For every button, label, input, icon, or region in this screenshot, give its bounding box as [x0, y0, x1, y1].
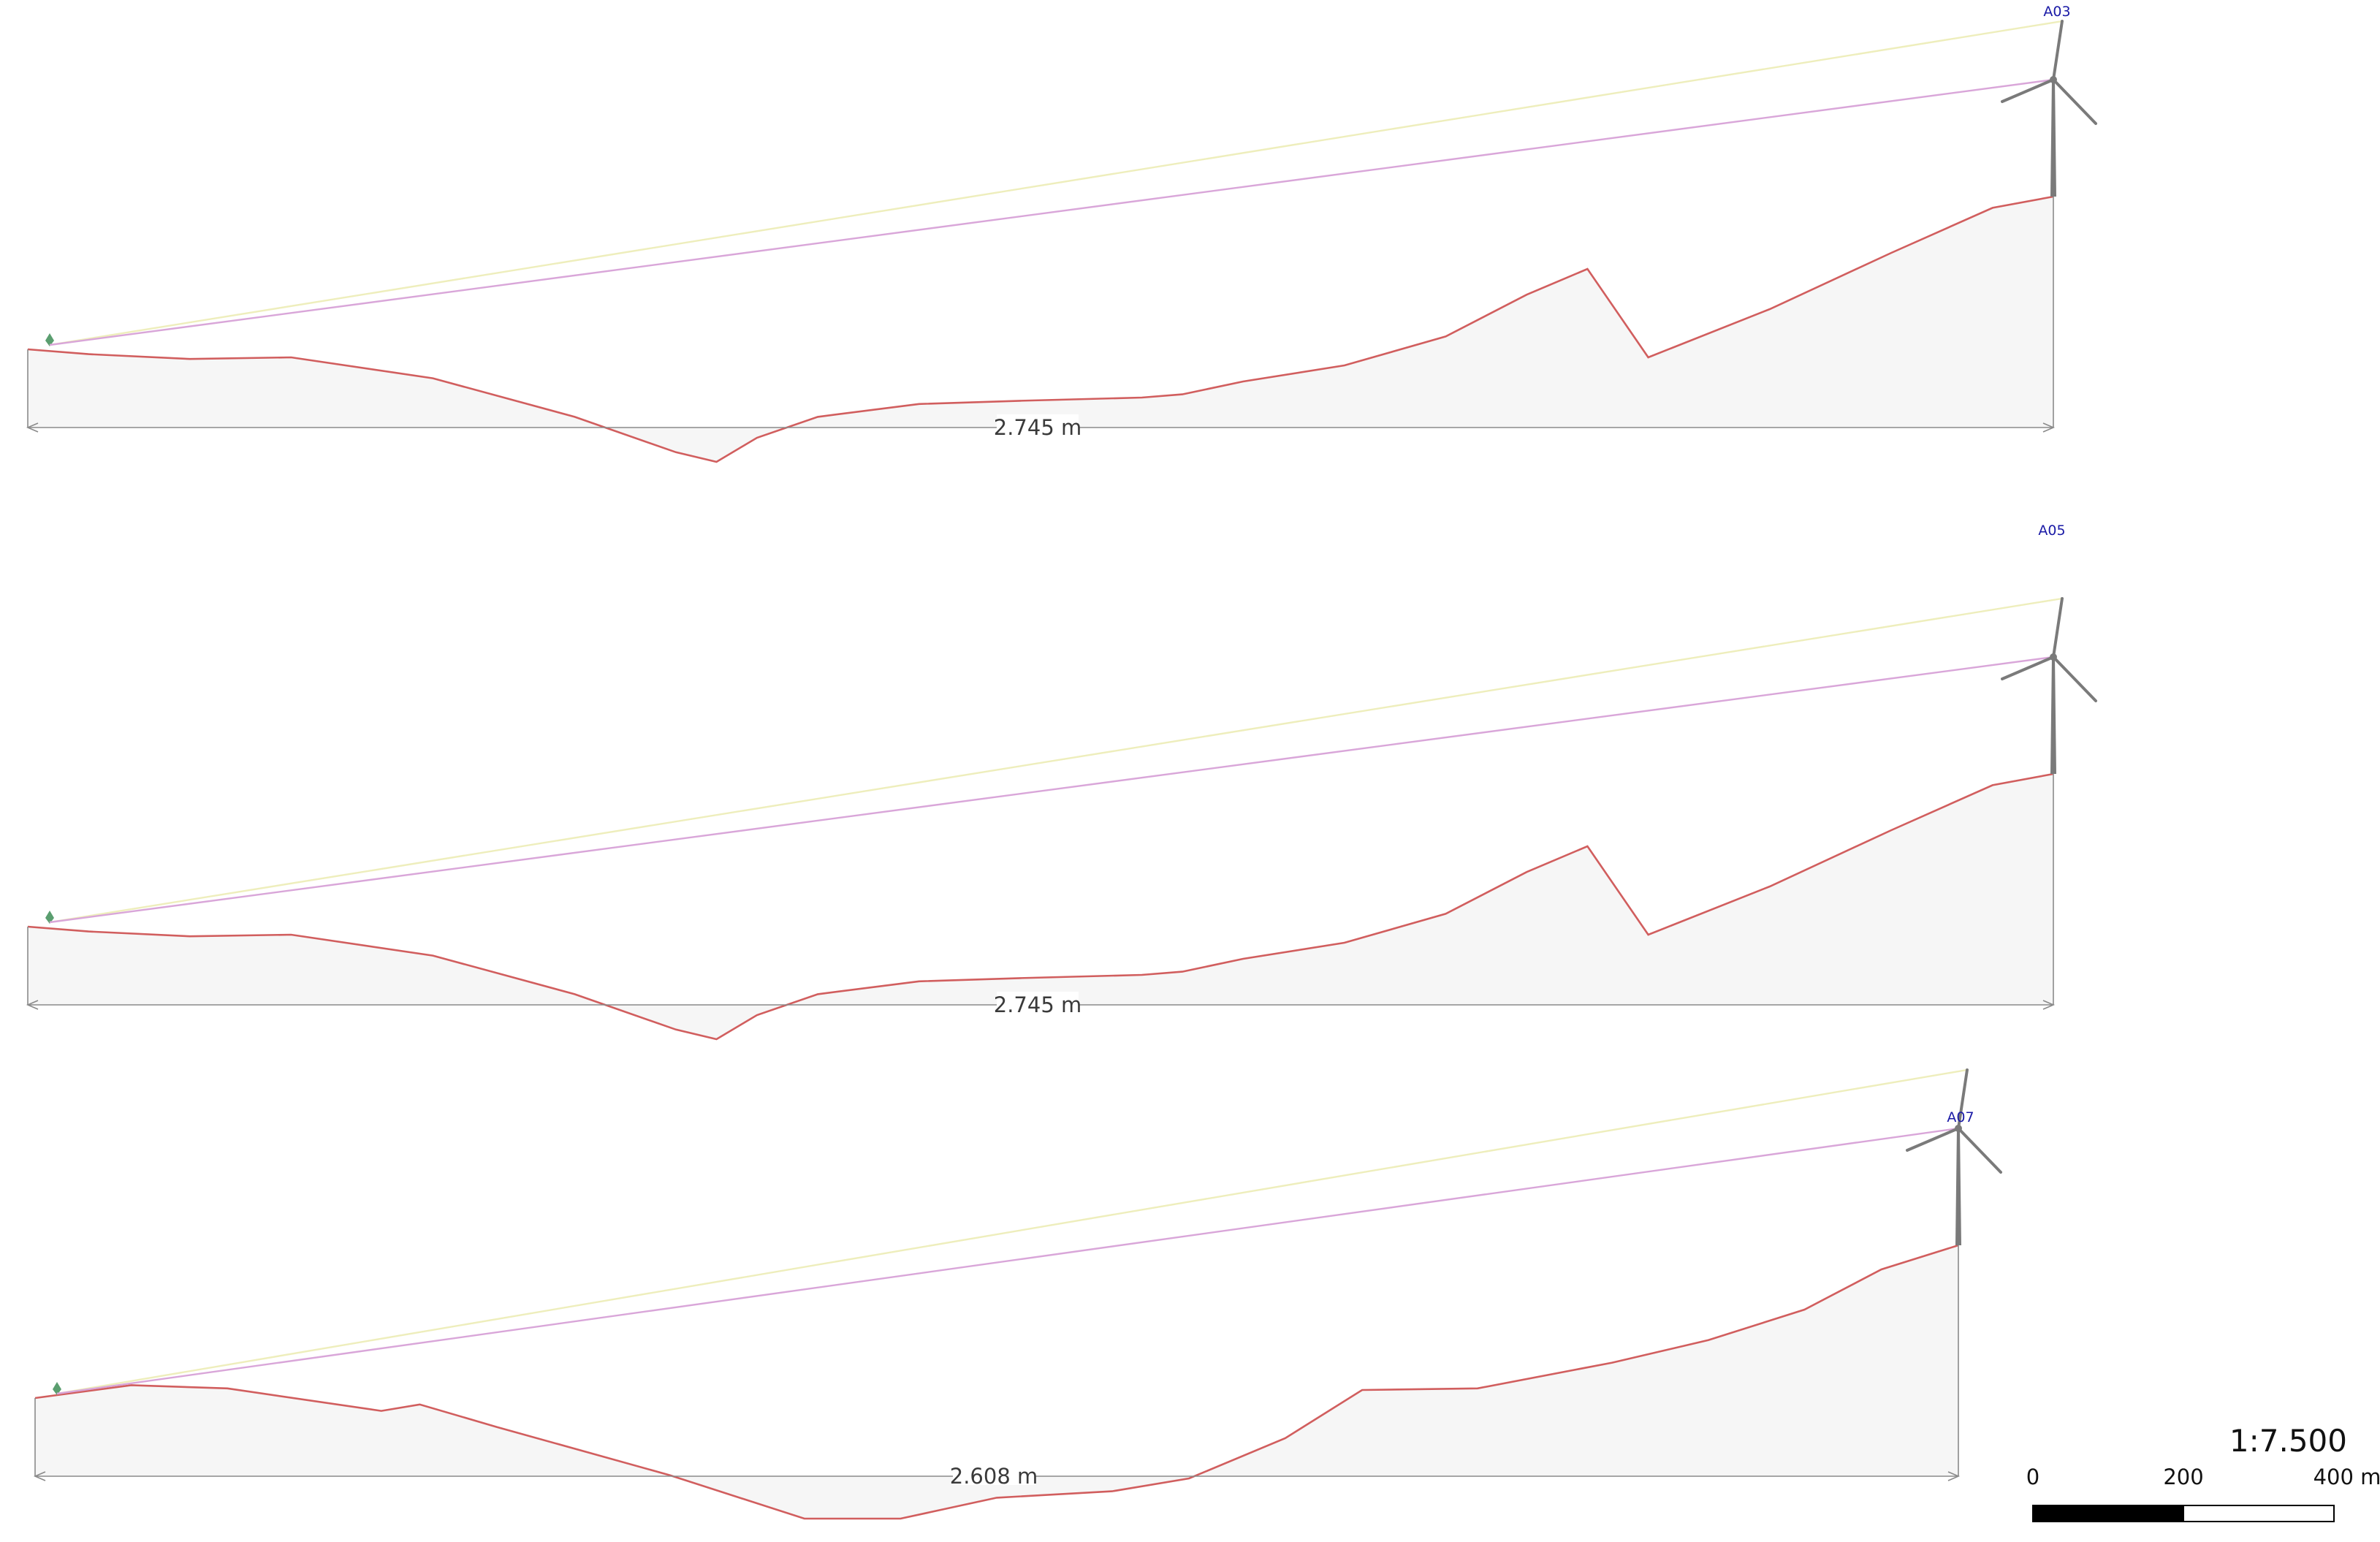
distance-label: 2.745 m — [994, 992, 1082, 1017]
distance-label: 2.608 m — [950, 1464, 1038, 1489]
observer-marker — [45, 333, 54, 346]
scale-segment-black — [2032, 1505, 2184, 1522]
turbine-blade — [2001, 78, 2055, 103]
scale-bar: 1:7.500 0 200 400 m — [2026, 1423, 2380, 1522]
turbine-blade — [2052, 20, 2064, 81]
sight-line-blade-tip — [49, 597, 2063, 924]
sight-line-blade-tip — [49, 20, 2063, 346]
observer-marker — [45, 911, 54, 924]
scale-segment-white — [2183, 1505, 2335, 1522]
distance-label-bg — [997, 992, 1079, 1014]
profile-panel: 2.608 m A07 — [33, 1068, 2002, 1520]
scale-tick-label: 0 — [2026, 1465, 2039, 1489]
turbine-blade — [1957, 1127, 2002, 1174]
turbine-blade — [2001, 656, 2055, 680]
turbine-tower — [1955, 1128, 1961, 1245]
dimension-arrow-right — [1947, 1471, 1961, 1481]
dimension-arrow-left — [26, 422, 39, 433]
turbine-blade — [2052, 656, 2097, 702]
profile-panel: 2.745 m A03 — [26, 4, 2097, 463]
turbine-blade — [1906, 1127, 1960, 1152]
dimension-arrow-right — [2042, 422, 2056, 433]
terrain-fill — [28, 774, 2053, 1039]
scale-ratio: 1:7.500 — [2229, 1423, 2347, 1459]
terrain-profile-line — [34, 1244, 1959, 1520]
observer-marker — [53, 1382, 61, 1395]
distance-label-bg — [997, 414, 1079, 436]
distance-label: 2.745 m — [994, 415, 1082, 440]
terrain-profile-line — [27, 195, 2054, 463]
dimension-arrow-right — [2042, 1000, 2056, 1010]
turbine-blade — [2052, 78, 2097, 125]
terrain-fill — [35, 1245, 1958, 1519]
distance-label-bg — [953, 1463, 1035, 1485]
turbine-hub — [1955, 1125, 1962, 1132]
turbine-label: A05 — [2038, 523, 2065, 539]
turbine-hub — [2050, 76, 2057, 83]
turbine-label: A07 — [1947, 1109, 1974, 1125]
turbine-hub — [2050, 653, 2057, 661]
turbine-blade — [1957, 1068, 1969, 1130]
dimension-arrow-left — [33, 1471, 46, 1481]
profile-panel: 2.745 m A05 — [26, 523, 2097, 1041]
turbine-tower — [2050, 657, 2056, 774]
scale-tick-label: 400 m — [2314, 1465, 2380, 1489]
terrain-profile-line — [27, 772, 2054, 1041]
dimension-arrow-left — [26, 1000, 39, 1010]
sight-line-hub — [49, 78, 2054, 346]
turbine-blade — [2052, 597, 2064, 658]
turbine-label: A03 — [2043, 4, 2070, 20]
terrain-fill — [28, 197, 2053, 462]
scale-tick-label: 200 — [2163, 1465, 2203, 1489]
sight-line-hub — [56, 1127, 1959, 1395]
sight-line-blade-tip — [56, 1068, 1968, 1395]
turbine-tower — [2050, 80, 2056, 197]
sight-line-hub — [49, 656, 2054, 924]
